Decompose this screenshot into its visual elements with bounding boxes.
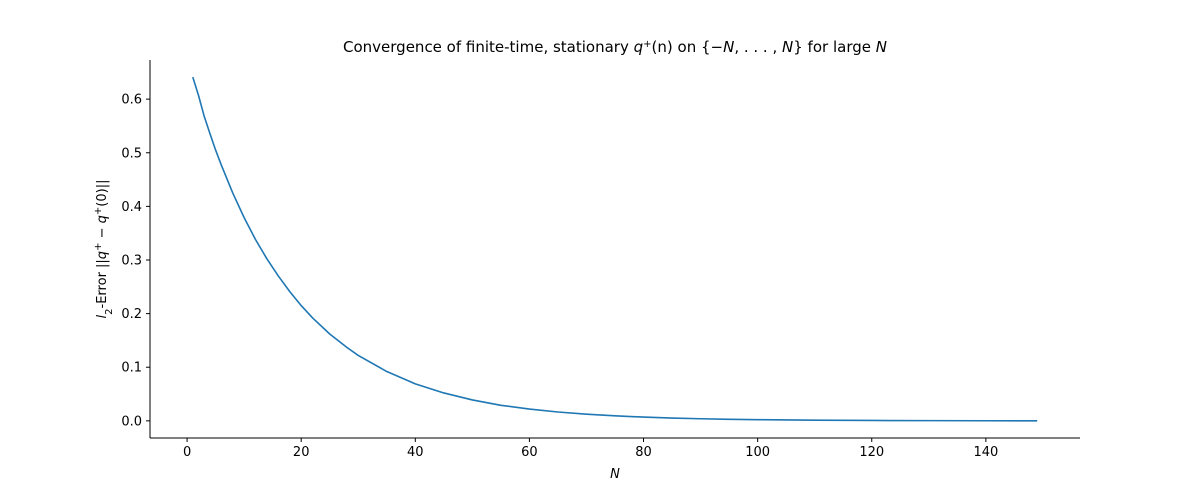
x-tick-label: 100 <box>745 445 770 460</box>
y-tick-label: 0.5 <box>121 146 142 161</box>
x-tick-label: 40 <box>407 445 424 460</box>
y-tick-label: 0.4 <box>121 200 142 215</box>
y-axis-ticks: 0.0 0.1 0.2 0.3 0.4 0.5 0.6 <box>121 93 150 429</box>
x-axis-label: N <box>610 467 620 482</box>
chart-title: Convergence of finite-time, stationary q… <box>343 38 887 56</box>
x-tick-label: 0 <box>183 445 191 460</box>
x-tick-label: 120 <box>859 445 884 460</box>
y-axis-label: l2-Error ||q+ − q+(0)|| <box>93 180 115 319</box>
x-axis-ticks: 0 20 40 60 80 100 120 140 <box>183 438 998 460</box>
series-line <box>192 76 1038 422</box>
y-tick-label: 0.1 <box>121 361 142 376</box>
x-tick-label: 80 <box>635 445 652 460</box>
y-tick-label: 0.2 <box>121 307 142 322</box>
x-tick-label: 60 <box>521 445 538 460</box>
y-tick-label: 0.3 <box>121 253 142 268</box>
x-tick-label: 140 <box>973 445 998 460</box>
series-group <box>192 76 1038 422</box>
y-tick-label: 0.0 <box>121 414 142 429</box>
x-tick-label: 20 <box>293 445 310 460</box>
y-tick-label: 0.6 <box>121 93 142 108</box>
